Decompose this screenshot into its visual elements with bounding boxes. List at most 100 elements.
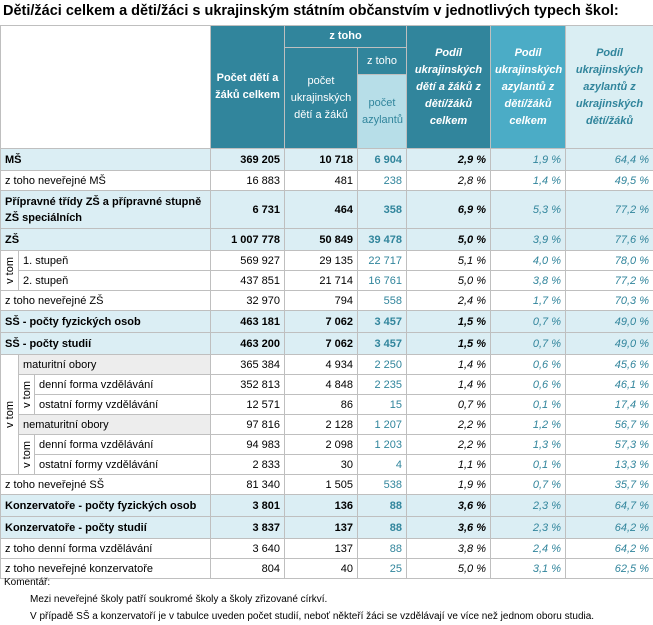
- value-cell: 94 983: [211, 435, 285, 455]
- value-cell: 78,0 %: [566, 251, 653, 271]
- value-cell: 64,2 %: [566, 539, 653, 559]
- value-cell: 2,3 %: [491, 517, 566, 539]
- value-cell: 2,2 %: [407, 415, 491, 435]
- row-label: denní forma vzdělávání: [35, 375, 211, 395]
- value-cell: 0,7 %: [407, 395, 491, 415]
- row-label: z toho neveřejné ZŠ: [1, 291, 211, 311]
- value-cell: 2,2 %: [407, 435, 491, 455]
- comment: Komentář: Mezi neveřejné školy patří sou…: [4, 574, 594, 625]
- value-cell: 49,0 %: [566, 333, 653, 355]
- value-cell: 3 801: [211, 495, 285, 517]
- row-label: Konzervatoře - počty fyzických osob: [1, 495, 211, 517]
- header-cell: počet azylantů: [358, 75, 407, 149]
- value-cell: 3 640: [211, 539, 285, 559]
- header-cell: počet ukrajinských dětí a žáků: [285, 48, 358, 149]
- value-cell: 0,1 %: [491, 455, 566, 475]
- row-label: denní forma vzdělávání: [35, 435, 211, 455]
- value-cell: 4 848: [285, 375, 358, 395]
- value-cell: 70,3 %: [566, 291, 653, 311]
- value-cell: 1,4 %: [407, 355, 491, 375]
- row-label: z toho neveřejné SŠ: [1, 475, 211, 495]
- comment-note: V případě SŠ a konzervatoří je v tabulce…: [4, 608, 594, 625]
- value-cell: 437 851: [211, 271, 285, 291]
- value-cell: 2,8 %: [407, 171, 491, 191]
- value-cell: 5,1 %: [407, 251, 491, 271]
- value-cell: 558: [358, 291, 407, 311]
- value-cell: 136: [285, 495, 358, 517]
- value-cell: 49,5 %: [566, 171, 653, 191]
- value-cell: 45,6 %: [566, 355, 653, 375]
- value-cell: 2 098: [285, 435, 358, 455]
- value-cell: 16 761: [358, 271, 407, 291]
- row-label: ZŠ: [1, 229, 211, 251]
- group-label: v tom: [19, 375, 35, 415]
- row-label: SŠ - počty studií: [1, 333, 211, 355]
- value-cell: 39 478: [358, 229, 407, 251]
- value-cell: 481: [285, 171, 358, 191]
- value-cell: 64,2 %: [566, 517, 653, 539]
- value-cell: 2 235: [358, 375, 407, 395]
- table-body: Počet dětí a žáků celkem z toho Podíl uk…: [1, 26, 653, 579]
- value-cell: 64,7 %: [566, 495, 653, 517]
- value-cell: 49,0 %: [566, 311, 653, 333]
- value-cell: 1,3 %: [491, 435, 566, 455]
- row-label: MŠ: [1, 149, 211, 171]
- value-cell: 16 883: [211, 171, 285, 191]
- value-cell: 3,6 %: [407, 517, 491, 539]
- value-cell: 137: [285, 539, 358, 559]
- row-label: Konzervatoře - počty studií: [1, 517, 211, 539]
- value-cell: 538: [358, 475, 407, 495]
- header-cell: Počet dětí a žáků celkem: [211, 26, 285, 149]
- comment-title: Komentář:: [4, 574, 594, 591]
- value-cell: 22 717: [358, 251, 407, 271]
- value-cell: 2,9 %: [407, 149, 491, 171]
- value-cell: 2,4 %: [491, 539, 566, 559]
- value-cell: 6 731: [211, 191, 285, 229]
- value-cell: 32 970: [211, 291, 285, 311]
- value-cell: 794: [285, 291, 358, 311]
- value-cell: 0,1 %: [491, 395, 566, 415]
- value-cell: 569 927: [211, 251, 285, 271]
- value-cell: 352 813: [211, 375, 285, 395]
- value-cell: 3,6 %: [407, 495, 491, 517]
- value-cell: 0,6 %: [491, 375, 566, 395]
- value-cell: 3 457: [358, 311, 407, 333]
- value-cell: 238: [358, 171, 407, 191]
- value-cell: 1,4 %: [407, 375, 491, 395]
- row-label: maturitní obory: [19, 355, 211, 375]
- value-cell: 15: [358, 395, 407, 415]
- value-cell: 97 816: [211, 415, 285, 435]
- row-label: Přípravné třídy ZŠ a přípravné stupně ZŠ…: [1, 191, 211, 229]
- value-cell: 3 457: [358, 333, 407, 355]
- header-cell: z toho: [358, 48, 407, 75]
- group-label-text: v tom: [21, 441, 33, 468]
- header-cell: Podíl ukrajinských azylantů z ukrajinský…: [566, 26, 653, 149]
- value-cell: 4 934: [285, 355, 358, 375]
- value-cell: 2 250: [358, 355, 407, 375]
- value-cell: 7 062: [285, 333, 358, 355]
- value-cell: 5,3 %: [491, 191, 566, 229]
- value-cell: 1,5 %: [407, 311, 491, 333]
- value-cell: 369 205: [211, 149, 285, 171]
- value-cell: 57,3 %: [566, 435, 653, 455]
- value-cell: 1,5 %: [407, 333, 491, 355]
- group-label: v tom: [1, 355, 19, 475]
- value-cell: 0,7 %: [491, 475, 566, 495]
- value-cell: 1 203: [358, 435, 407, 455]
- value-cell: 464: [285, 191, 358, 229]
- header-row: Počet dětí a žáků celkem z toho Podíl uk…: [1, 26, 653, 48]
- value-cell: 137: [285, 517, 358, 539]
- header-cell: z toho: [285, 26, 407, 48]
- value-cell: 1,4 %: [491, 171, 566, 191]
